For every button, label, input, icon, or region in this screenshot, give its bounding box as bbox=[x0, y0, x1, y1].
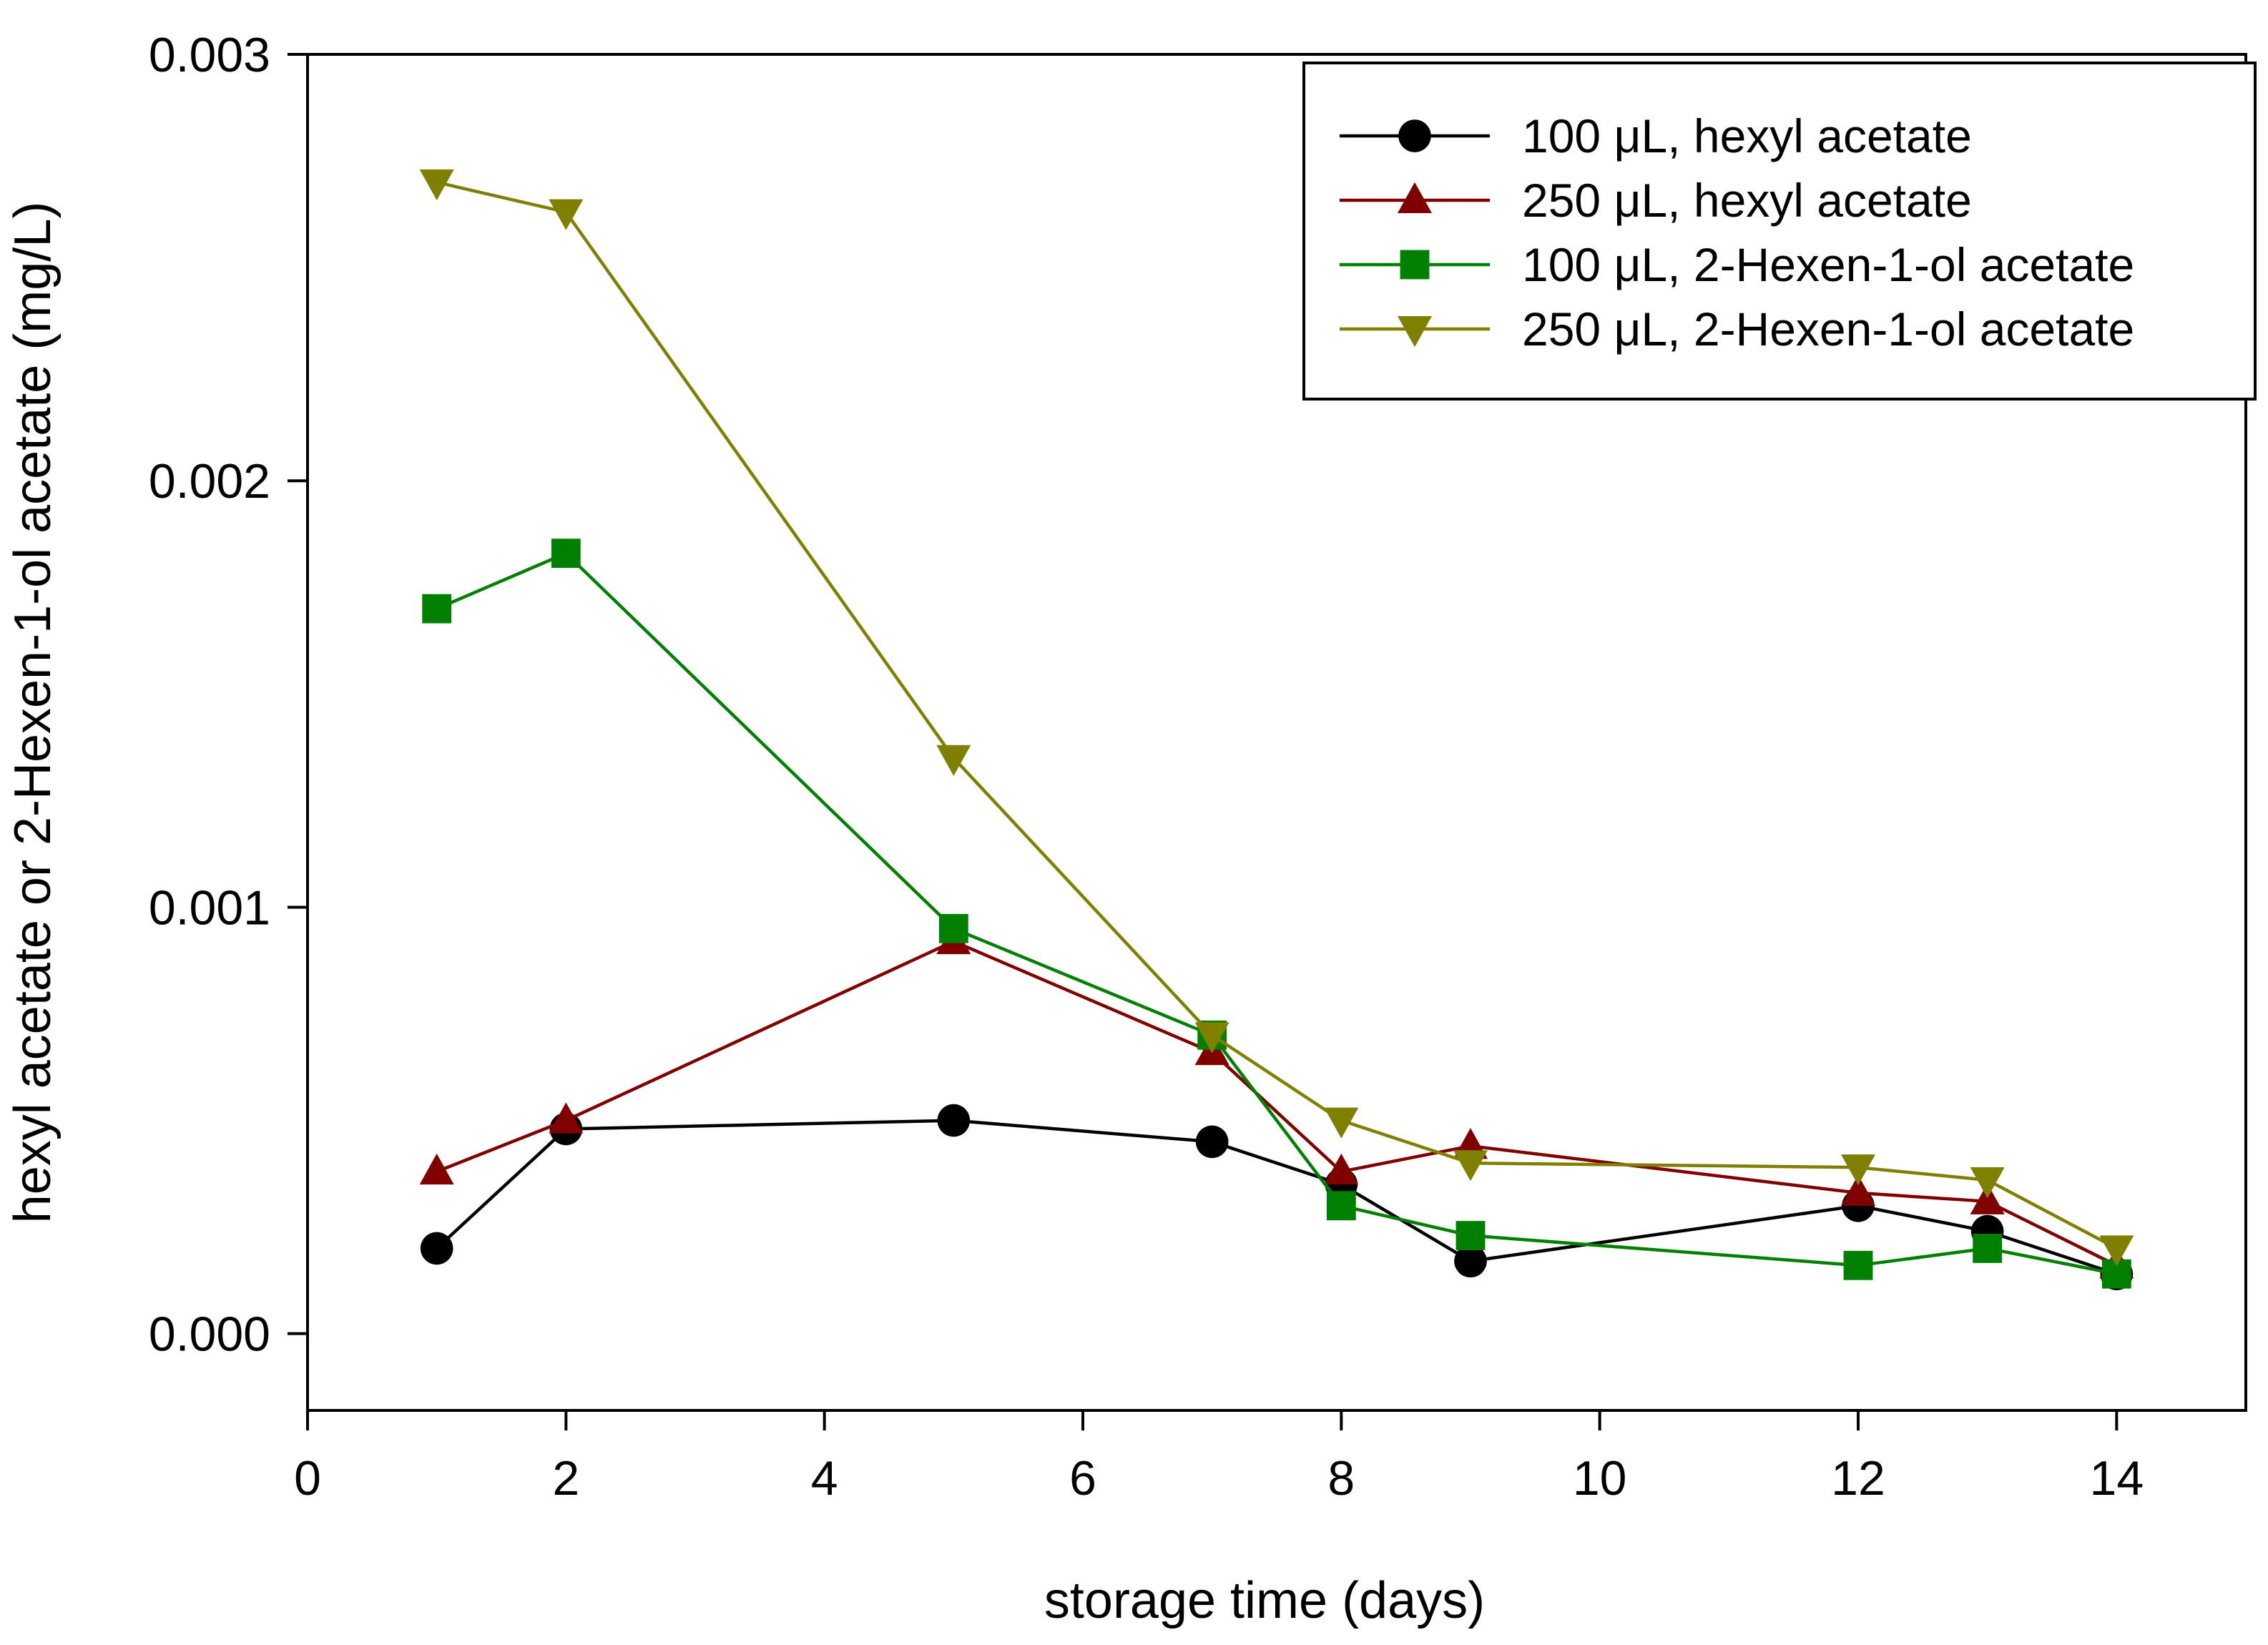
legend-marker bbox=[1398, 182, 1432, 213]
legend-item: 250 μL, hexyl acetate bbox=[1340, 174, 1972, 227]
legend-label: 100 μL, hexyl acetate bbox=[1522, 109, 1972, 162]
data-point bbox=[422, 594, 452, 624]
series-4 bbox=[419, 169, 2134, 1267]
data-point bbox=[1454, 1244, 1487, 1278]
data-point bbox=[1455, 1221, 1486, 1250]
series-3 bbox=[422, 539, 2131, 1289]
data-point bbox=[551, 539, 581, 568]
legend-marker bbox=[1398, 316, 1432, 348]
data-point bbox=[420, 1232, 453, 1265]
legend-item: 250 μL, 2-Hexen-1-ol acetate bbox=[1340, 303, 2134, 355]
data-point bbox=[1324, 1153, 1359, 1185]
legend-label: 250 μL, hexyl acetate bbox=[1522, 174, 1972, 227]
legend-marker bbox=[1400, 250, 1430, 280]
legend: 100 μL, hexyl acetate 250 μL, hexyl aceta… bbox=[1302, 62, 2257, 401]
x-tick-label: 14 bbox=[2090, 1451, 2144, 1506]
data-point bbox=[419, 1153, 454, 1185]
data-point bbox=[938, 913, 968, 943]
x-axis-title: storage time (days) bbox=[1044, 1572, 1485, 1629]
x-tick-label: 8 bbox=[1327, 1451, 1355, 1506]
y-tick-label: 0.003 bbox=[149, 28, 270, 82]
plot-frame bbox=[306, 53, 2247, 1412]
y-tick-label: 0.000 bbox=[149, 1307, 270, 1362]
data-point bbox=[1326, 1191, 1356, 1221]
x-tick-label: 4 bbox=[811, 1451, 838, 1506]
data-point bbox=[936, 745, 971, 776]
data-point bbox=[1843, 1250, 1873, 1280]
legend-marker bbox=[1398, 119, 1431, 152]
legend-item: 100 μL, 2-Hexen-1-ol acetate bbox=[1340, 238, 2134, 291]
legend-label: 100 μL, 2-Hexen-1-ol acetate bbox=[1522, 238, 2134, 291]
data-point bbox=[1970, 1167, 2005, 1199]
x-tick-label: 12 bbox=[1831, 1451, 1885, 1506]
data-point bbox=[1195, 1125, 1229, 1159]
data-point bbox=[1841, 1154, 1875, 1186]
data-point bbox=[2099, 1235, 2134, 1267]
x-tick-label: 6 bbox=[1069, 1451, 1096, 1506]
data-point bbox=[1453, 1150, 1488, 1182]
x-tick-label: 10 bbox=[1573, 1451, 1627, 1506]
data-point bbox=[1841, 1174, 1875, 1206]
data-point bbox=[549, 1102, 584, 1134]
data-point bbox=[937, 1104, 971, 1137]
data-point bbox=[549, 199, 584, 230]
series-layer bbox=[419, 169, 2134, 1291]
x-tick-label: 0 bbox=[294, 1451, 321, 1506]
y-axis-title: hexyl acetate or 2-Hexen-1-ol acetate (m… bbox=[4, 202, 62, 1224]
data-point bbox=[419, 169, 454, 201]
legend-item: 100 μL, hexyl acetate bbox=[1340, 109, 1972, 162]
data-point bbox=[1324, 1107, 1359, 1139]
axes: 0 2 4 6 8 10 12 14 0.000 0.001 0.002 0.003 bbox=[149, 28, 2247, 1506]
legend-label: 250 μL, 2-Hexen-1-ol acetate bbox=[1522, 303, 2134, 355]
data-point bbox=[1973, 1234, 2003, 1263]
y-tick-label: 0.001 bbox=[149, 880, 270, 935]
y-tick-label: 0.002 bbox=[149, 454, 270, 509]
data-point bbox=[1970, 1183, 2005, 1214]
data-point bbox=[1194, 1022, 1229, 1054]
legend-box bbox=[1302, 62, 2257, 401]
series-2 bbox=[419, 923, 2134, 1279]
x-tick-label: 2 bbox=[552, 1451, 579, 1506]
